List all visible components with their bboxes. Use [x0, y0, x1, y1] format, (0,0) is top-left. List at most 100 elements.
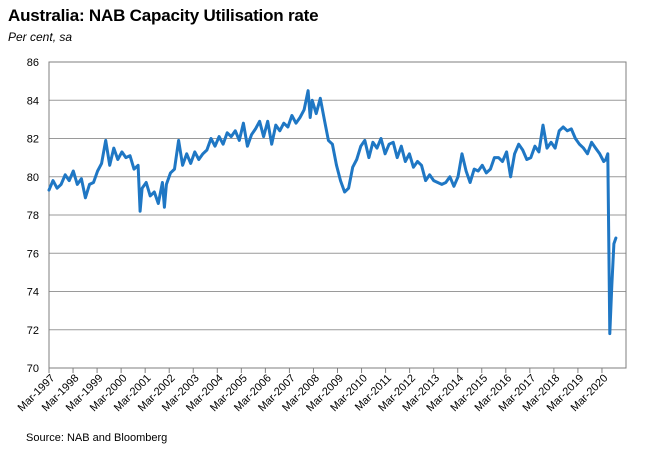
- data-point: [266, 120, 269, 123]
- data-point: [481, 164, 484, 167]
- data-point: [460, 152, 464, 155]
- data-point: [286, 125, 290, 129]
- data-point: [157, 202, 160, 205]
- data-point: [59, 183, 63, 186]
- data-point: [614, 236, 618, 240]
- data-point: [177, 139, 180, 142]
- data-point: [209, 137, 213, 140]
- data-point: [193, 150, 196, 154]
- data-point: [189, 162, 192, 165]
- data-point: [331, 143, 334, 146]
- data-point: [553, 146, 557, 150]
- data-point: [181, 164, 184, 167]
- data-point: [537, 150, 541, 154]
- data-point: [327, 139, 330, 142]
- data-point: [205, 148, 209, 152]
- data-point: [100, 162, 103, 165]
- data-point: [392, 141, 395, 144]
- data-point: [230, 135, 233, 138]
- data-point: [436, 181, 439, 184]
- data-point: [594, 146, 597, 150]
- data-point: [513, 152, 516, 155]
- data-point: [428, 173, 431, 176]
- data-point: [238, 139, 241, 142]
- x-axis: Mar-1997Mar-1998Mar-1999Mar-2000Mar-2001…: [16, 368, 610, 414]
- y-tick-label: 72: [27, 325, 39, 337]
- data-point: [578, 143, 581, 146]
- data-point: [294, 122, 298, 125]
- data-point: [404, 160, 407, 163]
- data-point: [185, 152, 188, 155]
- data-point: [88, 183, 91, 186]
- data-point: [278, 129, 281, 132]
- data-point: [367, 156, 371, 159]
- data-point: [383, 152, 387, 155]
- data-point: [432, 179, 435, 182]
- data-point: [258, 120, 261, 123]
- data-point: [517, 143, 520, 146]
- data-point: [549, 141, 553, 144]
- data-point: [335, 164, 338, 167]
- data-point: [452, 185, 456, 188]
- data-point: [124, 156, 128, 159]
- data-point: [612, 242, 616, 245]
- gridlines: [48, 61, 627, 369]
- data-point: [598, 152, 601, 155]
- data-point: [525, 158, 528, 161]
- data-point: [351, 166, 354, 169]
- data-point: [355, 158, 358, 161]
- series-layer: [47, 89, 618, 336]
- source-note: Source: NAB and Bloomberg: [26, 432, 168, 444]
- data-point: [145, 181, 148, 184]
- data-point: [149, 194, 152, 198]
- data-point: [217, 135, 221, 138]
- y-tick-label: 70: [27, 363, 39, 375]
- data-point: [521, 148, 524, 152]
- data-point: [444, 181, 447, 184]
- data-point: [84, 196, 87, 199]
- data-point: [606, 152, 609, 155]
- data-point: [136, 164, 140, 167]
- data-point: [96, 169, 99, 173]
- data-point: [533, 145, 537, 148]
- data-point: [359, 145, 362, 148]
- data-point: [608, 332, 611, 335]
- data-point: [347, 187, 350, 190]
- y-axis: 70 72 74 76 78 80 82 84 86: [27, 57, 39, 375]
- data-point: [570, 127, 573, 131]
- data-point: [254, 127, 257, 131]
- data-point: [197, 158, 200, 161]
- data-point: [120, 150, 124, 154]
- data-point: [311, 99, 314, 102]
- data-point: [448, 175, 452, 178]
- data-point: [234, 129, 237, 132]
- data-point: [309, 116, 312, 119]
- data-point: [464, 169, 468, 173]
- data-point: [169, 171, 172, 175]
- data-point: [604, 158, 607, 161]
- data-point: [290, 114, 294, 117]
- data-point: [586, 152, 589, 155]
- data-point: [161, 181, 164, 184]
- data-point: [582, 146, 585, 150]
- data-point: [173, 167, 176, 171]
- data-point: [610, 284, 613, 287]
- y-tick-label: 86: [27, 57, 39, 69]
- data-point: [473, 167, 476, 171]
- data-point: [602, 160, 605, 163]
- data-point: [400, 145, 403, 148]
- series-line: [47, 89, 618, 336]
- data-point: [493, 156, 496, 159]
- data-point: [363, 139, 366, 142]
- data-point: [128, 154, 132, 157]
- chart-subtitle: Per cent, sa: [8, 30, 73, 44]
- data-point: [138, 210, 142, 213]
- data-point: [590, 141, 593, 144]
- data-point: [153, 190, 156, 194]
- data-point: [250, 133, 253, 136]
- y-tick-label: 78: [27, 210, 39, 222]
- data-point: [132, 167, 136, 171]
- data-point: [529, 156, 532, 159]
- data-point: [108, 164, 111, 167]
